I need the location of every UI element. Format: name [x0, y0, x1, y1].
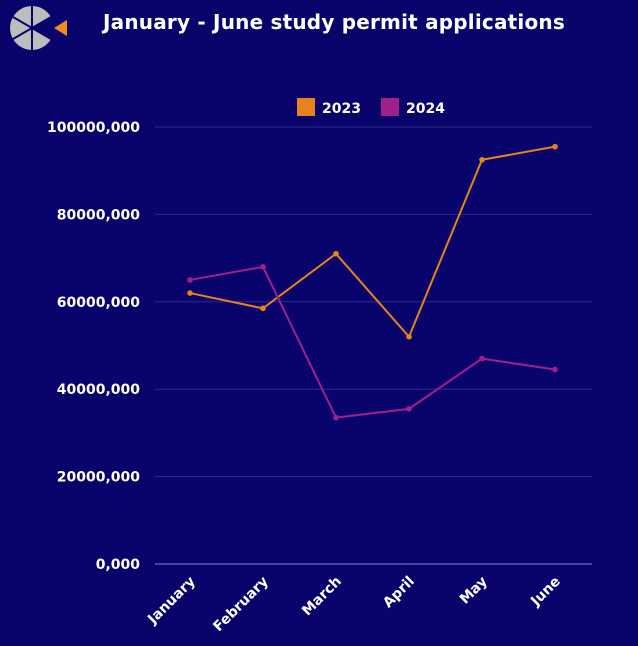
chart-title: January - June study permit applications: [103, 10, 565, 34]
series-2024: [187, 264, 558, 421]
y-axis-ticks: 0,000 20000,000 40000,000 60000,000 80000,00…: [47, 120, 140, 573]
data-point-2024-june: [552, 366, 558, 373]
legend-swatch: [381, 98, 399, 116]
legend: 2023 2024: [297, 98, 445, 117]
data-point-2023-april: [406, 333, 412, 340]
data-point-2023-june: [552, 143, 558, 150]
x-tick-february: February: [210, 574, 271, 635]
legend-label: 2023: [322, 101, 361, 117]
data-point-2023-march: [333, 250, 339, 257]
data-point-2024-may: [479, 355, 485, 362]
series-layer: [187, 143, 558, 421]
data-point-2023-may: [479, 156, 485, 163]
x-tick-january: January: [144, 574, 199, 629]
y-tick-label: 80000,000: [57, 207, 141, 223]
y-tick-label: 60000,000: [57, 295, 141, 311]
y-tick-label: 100000,000: [47, 120, 140, 136]
data-point-2024-march: [333, 414, 339, 421]
data-point-2024-april: [406, 406, 412, 412]
logo-wheel: [10, 6, 52, 50]
x-tick-april: April: [380, 574, 418, 612]
x-tick-label: June: [527, 574, 564, 611]
legend-swatch: [297, 98, 315, 116]
data-point-2024-february: [260, 264, 266, 270]
x-tick-march: March: [299, 574, 345, 620]
x-tick-may: May: [457, 574, 491, 608]
series-line-2023: [189, 145, 556, 338]
series-line-2024: [189, 265, 556, 419]
data-point-2024-january: [187, 277, 193, 283]
x-tick-label: February: [210, 574, 271, 635]
y-tick-label: 20000,000: [57, 470, 141, 486]
legend-item-2024: 2024: [381, 98, 445, 117]
x-axis-ticks: January February March April May June: [144, 574, 564, 635]
y-tick-label: 40000,000: [57, 382, 141, 398]
x-tick-label: January: [144, 574, 199, 629]
legend-label: 2024: [406, 101, 445, 117]
y-tick-label: 0,000: [96, 557, 141, 573]
legend-item-2023: 2023: [297, 98, 361, 117]
logo-arrow: [54, 20, 67, 36]
brand-logo-icon: [8, 4, 68, 56]
data-point-2023-february: [260, 305, 266, 312]
x-tick-label: March: [299, 574, 345, 620]
x-tick-june: June: [527, 574, 564, 611]
grid-layer: [155, 126, 592, 565]
series-2023: [187, 143, 558, 340]
x-tick-label: May: [457, 574, 491, 608]
data-point-2023-january: [187, 290, 193, 296]
x-tick-label: April: [380, 574, 418, 612]
